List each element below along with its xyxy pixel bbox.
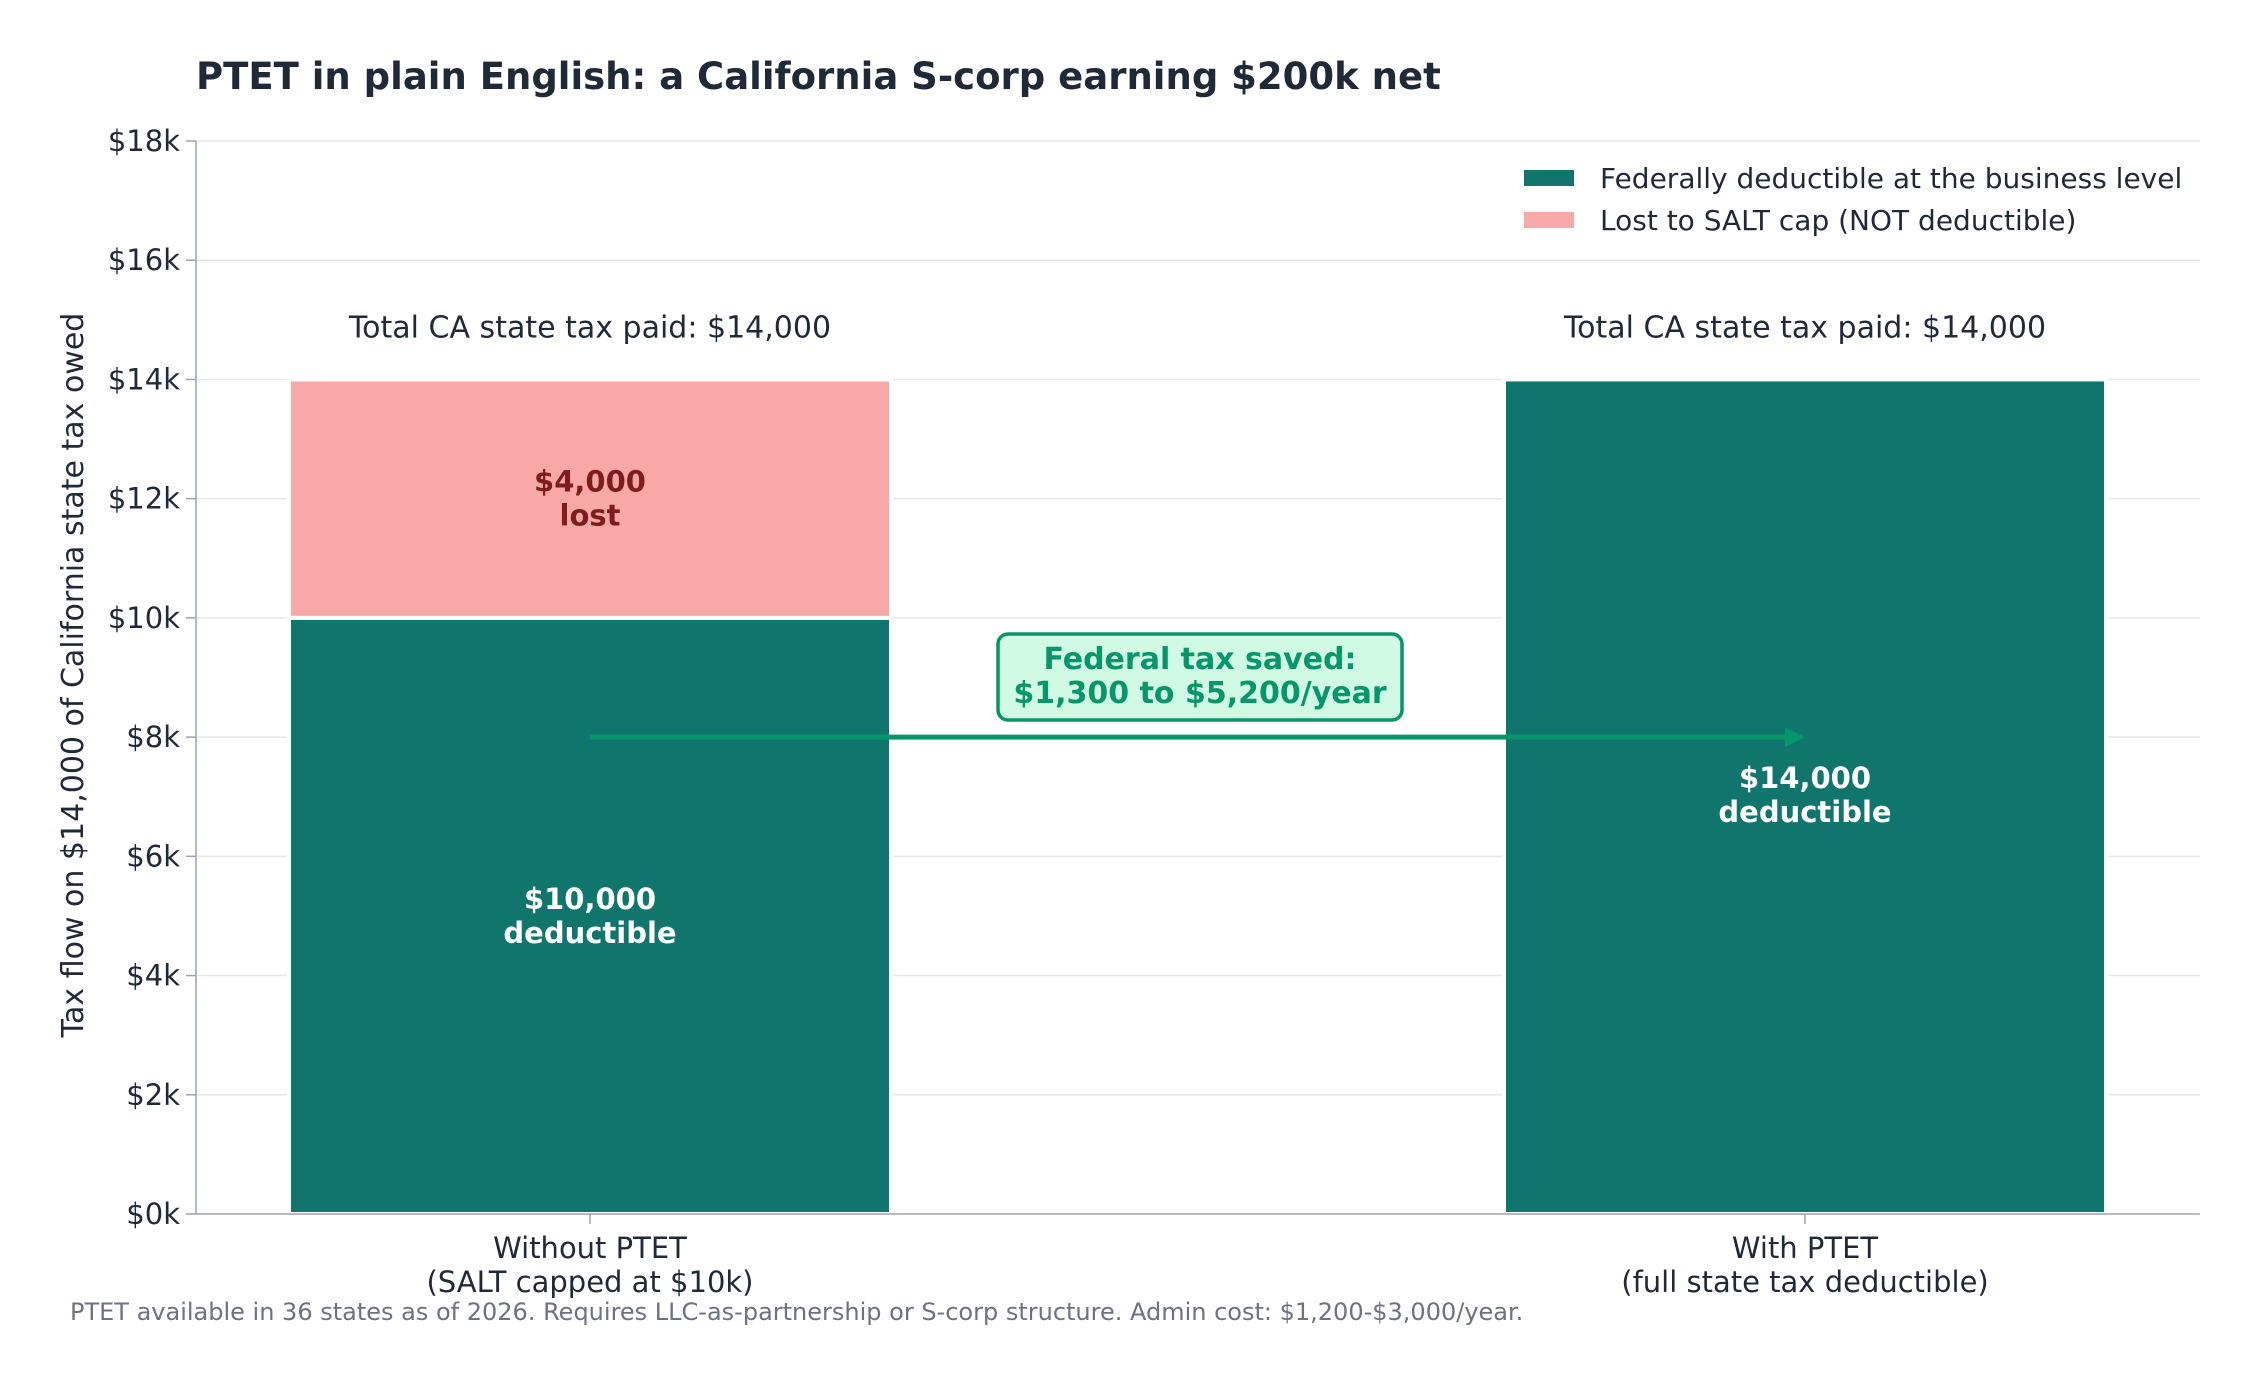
y-tick-label: $10k (108, 601, 180, 635)
y-axis-label: Tax flow on $14,000 of California state … (56, 313, 91, 1039)
y-tick-label: $8k (126, 720, 180, 754)
bar-value-label: $14,000 (1739, 761, 1871, 795)
x-tick-label: (full state tax deductible) (1621, 1265, 1988, 1299)
savings-arrow-head (1785, 727, 1805, 748)
legend-label: Lost to SALT cap (NOT deductible) (1600, 204, 2076, 237)
bar-segment (287, 615, 893, 1216)
chart-title: PTET in plain English: a California S-co… (196, 55, 1441, 98)
y-tick-label: $6k (126, 839, 180, 873)
bar-value-label: lost (560, 499, 621, 533)
axes: $0k $2k $4k $6k $8k $10k $12k $14k $16k $18k Witho… (108, 124, 2200, 1299)
legend-swatch (1524, 170, 1574, 186)
x-tick-label: Without PTET (493, 1231, 687, 1265)
y-tick-label: $2k (126, 1078, 180, 1112)
x-tick-label: (SALT capped at $10k) (426, 1265, 753, 1299)
y-tick-label: $18k (108, 124, 180, 158)
y-tick-label: $4k (126, 959, 180, 993)
bar-total-label: Total CA state tax paid: $14,000 (1563, 310, 2046, 345)
savings-callout-text: Federal tax saved: (1043, 642, 1356, 677)
bar-value-label: $4,000 (534, 465, 646, 499)
bar-total-label: Total CA state tax paid: $14,000 (348, 310, 831, 345)
y-tick-label: $0k (126, 1197, 180, 1231)
y-tick-label: $14k (108, 362, 180, 396)
legend-swatch (1524, 212, 1574, 228)
savings-callout-box (996, 632, 1404, 722)
bars (287, 377, 2108, 1216)
bar-segment (287, 377, 893, 620)
savings-annotation: Federal tax saved:$1,300 to $5,200/year (590, 632, 1805, 748)
x-tick-label: With PTET (1732, 1231, 1879, 1265)
bar-value-label: $10,000 (524, 882, 656, 916)
legend-label: Federally deductible at the business lev… (1600, 162, 2182, 195)
bar-value-label: deductible (1718, 795, 1891, 829)
y-tick-label: $12k (108, 482, 180, 516)
legend: Federally deductible at the business lev… (1524, 162, 2182, 237)
bar-labels: Total CA state tax paid: $14,000 Total CA… (348, 310, 2046, 950)
savings-callout-text: $1,300 to $5,200/year (1013, 676, 1386, 711)
y-tick-label: $16k (108, 243, 180, 277)
footnote: PTET available in 36 states as of 2026. … (70, 1298, 1523, 1326)
bar-value-label: deductible (503, 916, 676, 950)
